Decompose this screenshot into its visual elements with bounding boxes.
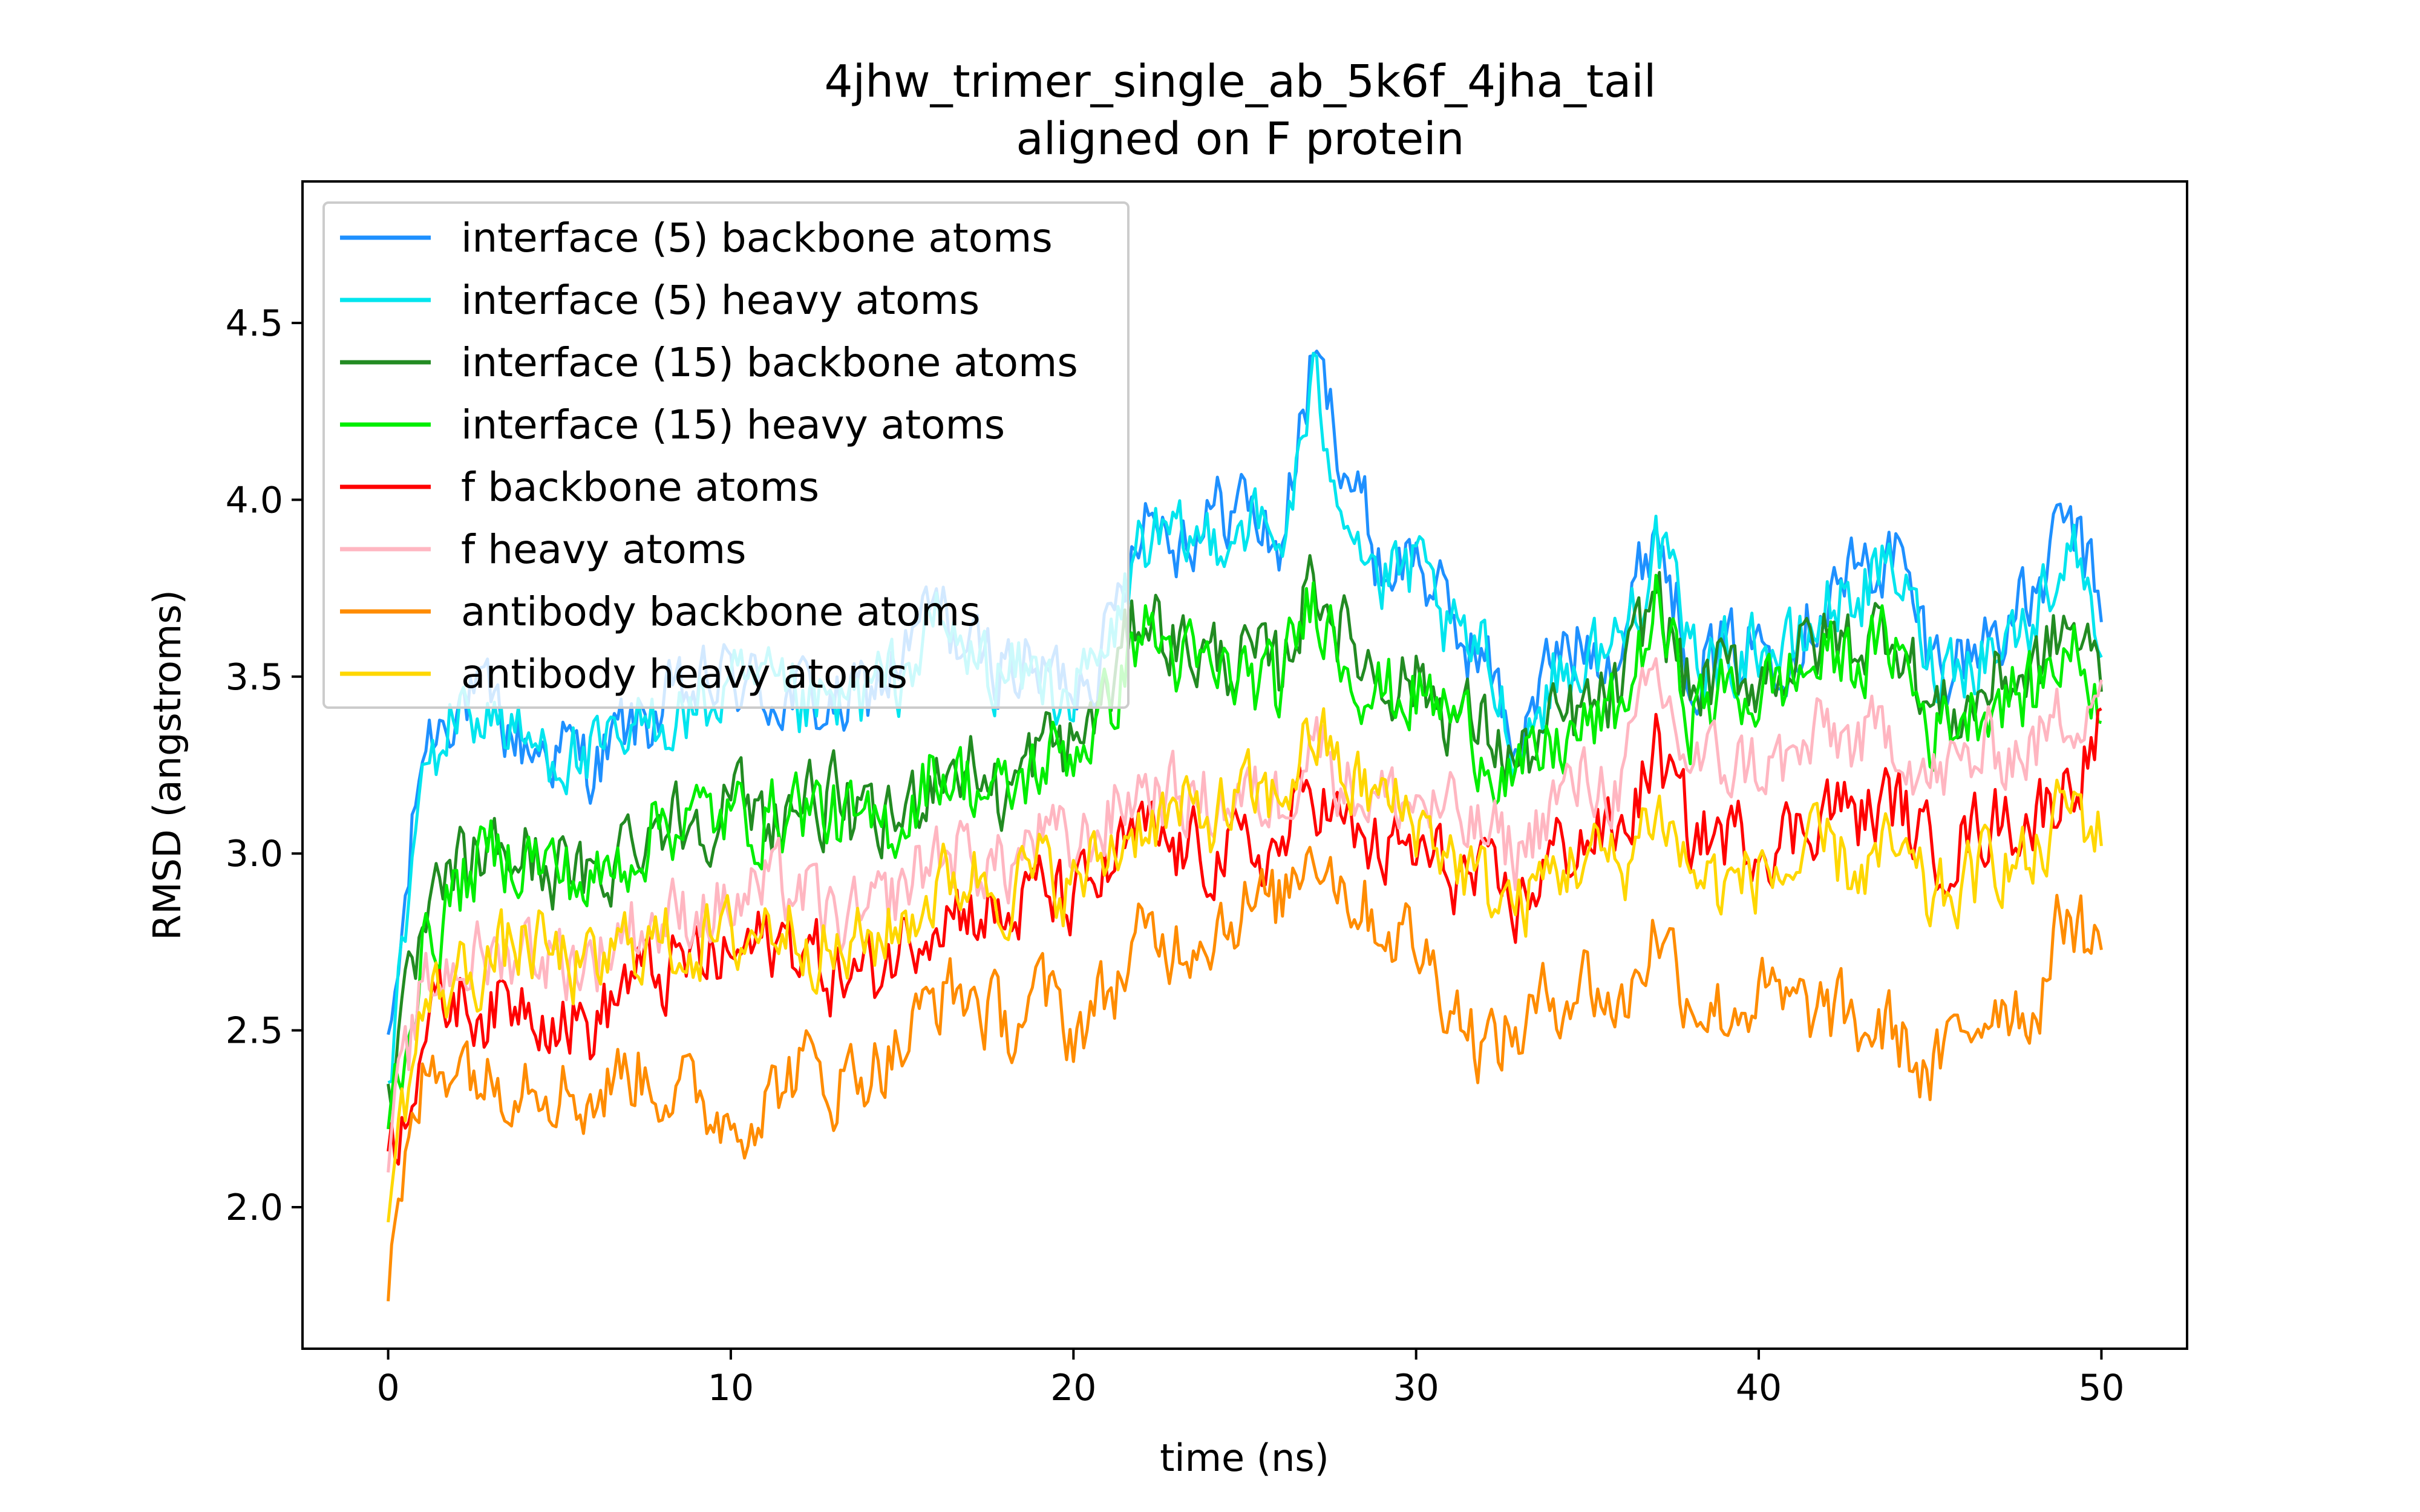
legend: interface (5) backbone atoms interface (5…: [322, 201, 1130, 709]
y-tick-label: 3.0: [226, 833, 283, 875]
series-line-4: [387, 573, 2102, 1130]
x-tick-label: 0: [376, 1367, 399, 1409]
legend-label-4: interface (15) heavy atoms: [461, 402, 1005, 448]
plot-frame: [301, 180, 2188, 1350]
y-tick-label: 2.0: [226, 1187, 283, 1229]
legend-label-3: interface (15) backbone atoms: [461, 339, 1078, 386]
y-tick-label: 4.5: [226, 302, 283, 345]
y-tick-label: 2.5: [226, 1010, 283, 1052]
series-line-2: [387, 351, 2103, 1084]
legend-box: [322, 201, 1130, 709]
x-axis: 0 10 20 30 40 50: [376, 1349, 2125, 1409]
series-line-7: [387, 846, 2103, 1302]
legend-label-8: antibody heavy atoms: [461, 651, 908, 697]
legend-label-7: antibody backbone atoms: [461, 588, 981, 635]
x-axis-label: time (ns): [1160, 1436, 1329, 1480]
chart-subtitle: aligned on F protein: [1016, 113, 1464, 165]
legend-label-2: interface (5) heavy atoms: [461, 277, 979, 324]
x-tick-label: 10: [708, 1367, 754, 1409]
series-line-5: [387, 707, 2102, 1166]
x-tick-label: 50: [2078, 1367, 2124, 1409]
x-tick-label: 30: [1393, 1367, 1439, 1409]
legend-label-6: f heavy atoms: [461, 526, 747, 573]
y-axis-label: RMSD (angstroms): [145, 590, 189, 940]
x-tick-label: 40: [1736, 1367, 1782, 1409]
series-line-6: [387, 657, 2103, 1173]
chart-title: 4jhw_trimer_single_ab_5k6f_4jha_tail: [825, 56, 1656, 108]
y-tick-label: 4.0: [226, 479, 283, 521]
x-tick-label: 20: [1050, 1367, 1096, 1409]
series-layer: [387, 350, 2103, 1302]
y-axis: 2.0 2.5 3.0 3.5 4.0 4.5: [226, 302, 302, 1229]
y-tick-label: 3.5: [226, 656, 283, 699]
legend-label-1: interface (5) backbone atoms: [461, 215, 1053, 261]
series-line-8: [387, 707, 2103, 1223]
legend-label-5: f backbone atoms: [461, 464, 819, 510]
series-line-3: [387, 554, 2103, 1110]
